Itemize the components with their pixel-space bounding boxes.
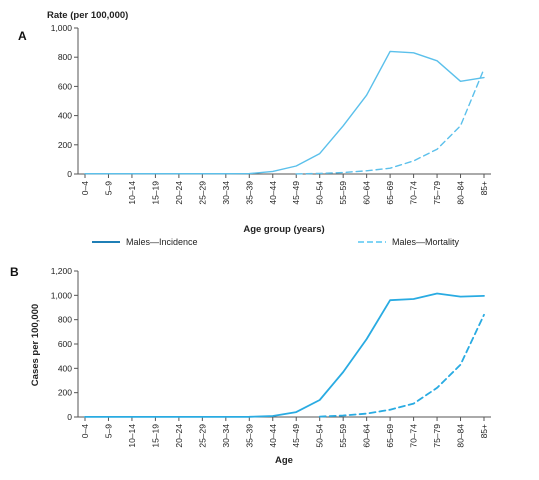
- panel-label-b: B: [10, 265, 19, 279]
- x-tick-label: 35–39: [244, 424, 254, 448]
- x-tick-label: 80–84: [456, 424, 466, 448]
- chart-b-y-ticks: 0 200 400 600 800 1,000 1,200: [51, 266, 78, 422]
- chart-b-axes: [77, 271, 491, 418]
- x-tick-label: 40–44: [268, 424, 278, 448]
- chart-a-y-ticks: 0 200 400 600 800 1,000: [51, 23, 78, 179]
- x-tick-label: 20–24: [174, 424, 184, 448]
- x-tick-label: 75–79: [432, 424, 442, 448]
- y-tick-label: 600: [58, 81, 72, 91]
- y-tick-label: 1,000: [51, 23, 73, 33]
- x-tick-label: 45–49: [291, 181, 301, 205]
- x-tick-label: 70–74: [409, 424, 419, 448]
- x-tick-label: 65–69: [385, 424, 395, 448]
- y-tick-label: 200: [58, 388, 72, 398]
- y-tick-label: 600: [58, 339, 72, 349]
- y-tick-label: 400: [58, 363, 72, 373]
- series-line-solid: [84, 292, 485, 418]
- panel-label-a: A: [18, 29, 27, 43]
- x-tick-label: 0–4: [80, 424, 90, 438]
- series-line-solid: [84, 50, 485, 175]
- chart-a-x-axis-label: Age group (years): [243, 224, 324, 235]
- chart-b-y-axis-label: Cases per 100,000: [30, 304, 41, 386]
- x-tick-label: 50–54: [315, 181, 325, 205]
- y-tick-label: 800: [58, 52, 72, 62]
- y-tick-label: 800: [58, 315, 72, 325]
- x-tick-label: 35–39: [244, 181, 254, 205]
- x-tick-label: 70–74: [409, 181, 419, 205]
- chart-b-x-ticks: 0–4 5–9 10–14 15–19 20–24 25–29 30–34 35–39 40–4…: [80, 417, 489, 448]
- x-tick-label: 50–54: [315, 424, 325, 448]
- series-line-dashed: [295, 68, 485, 175]
- x-tick-label: 85+: [479, 181, 489, 195]
- series-line-dashed: [318, 313, 485, 418]
- x-tick-label: 60–64: [362, 181, 372, 205]
- x-tick-label: 55–59: [338, 424, 348, 448]
- x-tick-label: 30–34: [221, 181, 231, 205]
- x-tick-label: 10–14: [127, 424, 137, 448]
- x-tick-label: 20–24: [174, 181, 184, 205]
- x-tick-label: 0–4: [80, 181, 90, 195]
- x-tick-label: 40–44: [268, 181, 278, 205]
- x-tick-label: 75–79: [432, 181, 442, 205]
- y-tick-label: 400: [58, 111, 72, 121]
- y-tick-label: 0: [67, 169, 72, 179]
- x-tick-label: 60–64: [362, 424, 372, 448]
- legend-label-mortality: Males—Mortality: [392, 237, 460, 247]
- x-tick-label: 5–9: [103, 181, 113, 195]
- y-tick-label: 0: [67, 412, 72, 422]
- chart-b: B Cases per 100,000 Age 0 200 400 600 800 1,0…: [10, 265, 491, 466]
- y-tick-label: 200: [58, 140, 72, 150]
- x-tick-label: 25–29: [197, 181, 207, 205]
- chart-a-y-axis-label: Rate (per 100,000): [47, 10, 128, 21]
- chart-a-series: [84, 50, 485, 175]
- y-tick-label: 1,200: [51, 266, 73, 276]
- chart-a-axes: [77, 28, 491, 175]
- chart-b-series: [84, 292, 485, 418]
- y-tick-label: 1,000: [51, 290, 73, 300]
- x-tick-label: 30–34: [221, 424, 231, 448]
- x-tick-label: 85+: [479, 424, 489, 438]
- chart-b-x-axis-label: Age: [275, 455, 293, 466]
- x-tick-label: 15–19: [150, 424, 160, 448]
- x-tick-label: 5–9: [103, 424, 113, 438]
- x-tick-label: 15–19: [150, 181, 160, 205]
- chart-a-legend: Males—Incidence Males—Mortality: [92, 237, 460, 247]
- chart-a: A Rate (per 100,000) Age group (years) 0…: [18, 10, 491, 247]
- x-tick-label: 45–49: [291, 424, 301, 448]
- legend-label-incidence: Males—Incidence: [126, 237, 198, 247]
- x-tick-label: 25–29: [197, 424, 207, 448]
- x-tick-label: 10–14: [127, 181, 137, 205]
- chart-a-x-ticks: 0–4 5–9 10–14 15–19 20–24 25–29 30–34 35–39 40–4…: [80, 174, 489, 205]
- x-tick-label: 65–69: [385, 181, 395, 205]
- x-tick-label: 80–84: [456, 181, 466, 205]
- x-tick-label: 55–59: [338, 181, 348, 205]
